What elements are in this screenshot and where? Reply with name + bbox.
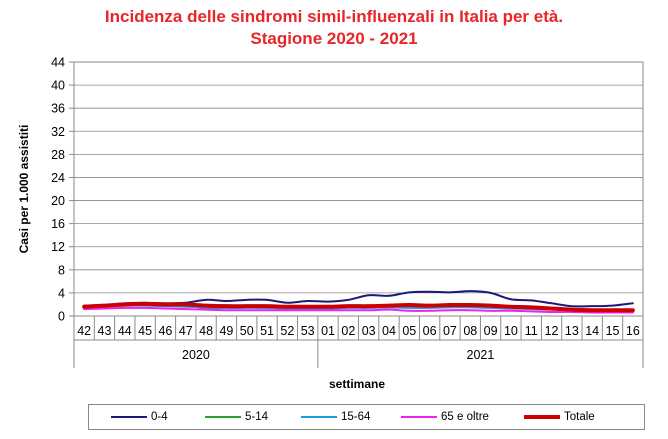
x-tick-label: 12 (545, 324, 559, 338)
x-tick-label: 51 (260, 324, 274, 338)
y-tick-label: 12 (51, 240, 65, 254)
y-tick-label: 20 (51, 194, 65, 208)
x-tick-label: 47 (179, 324, 193, 338)
y-axis-label: Casi per 1.000 assistiti (17, 125, 31, 254)
x-tick-label: 15 (606, 324, 620, 338)
x-tick-label: 16 (626, 324, 640, 338)
x-tick-label: 08 (463, 324, 477, 338)
legend-swatch (205, 416, 241, 418)
legend-swatch (401, 416, 437, 418)
x-tick-label: 14 (585, 324, 599, 338)
year-group-label: 2021 (467, 348, 495, 362)
x-tick-label: 46 (158, 324, 172, 338)
x-tick-label: 01 (321, 324, 335, 338)
legend-label: 65 e oltre (441, 411, 489, 423)
y-tick-label: 4 (58, 286, 65, 300)
x-tick-label: 06 (423, 324, 437, 338)
legend-label: 5-14 (245, 411, 269, 423)
legend-swatch (524, 415, 560, 419)
year-group-label: 2020 (182, 348, 210, 362)
legend-label: 0-4 (151, 411, 168, 423)
x-tick-label: 03 (362, 324, 376, 338)
legend-swatch (111, 416, 147, 418)
legend-item: 15-64 (301, 405, 370, 429)
legend-label: Totale (564, 411, 595, 423)
x-tick-label: 48 (199, 324, 213, 338)
x-tick-label: 05 (402, 324, 416, 338)
legend-label: 15-64 (341, 411, 371, 423)
grid (73, 61, 644, 317)
series-group (82, 290, 635, 314)
x-tick-label: 07 (443, 324, 457, 338)
legend-swatch (301, 416, 337, 418)
x-axis: 42 43 44 45 46 47 48 49 50 51 52 53 01 02 03 04 05 06 07 08… (73, 316, 644, 368)
x-tick-label: 45 (138, 324, 152, 338)
y-tick-label: 36 (51, 102, 65, 116)
y-tick-label: 44 (51, 56, 65, 70)
chart-subtitle: Stagione 2020 - 2021 (250, 29, 418, 48)
legend-item: Totale (524, 405, 595, 429)
y-tick-label: 24 (51, 171, 65, 185)
x-tick-label: 53 (301, 324, 315, 338)
x-tick-label: 04 (382, 324, 396, 338)
y-tick-label: 32 (51, 125, 65, 139)
x-tick-label: 42 (77, 324, 91, 338)
x-axis-label: settimane (329, 377, 385, 391)
x-tick-label: 02 (341, 324, 355, 338)
y-tick-label: 16 (51, 217, 65, 231)
legend-item: 65 e oltre (401, 405, 489, 429)
y-tick-label: 0 (58, 310, 65, 324)
x-tick-label: 43 (98, 324, 112, 338)
x-tick-label: 13 (565, 324, 579, 338)
y-axis: 0 4 8 12 16 20 24 28 32 36 40 44 (51, 56, 74, 324)
y-tick-label: 40 (51, 79, 65, 93)
x-tick-label: 10 (504, 324, 518, 338)
x-tick-label: 49 (219, 324, 233, 338)
series-line-65-e-oltre (83, 306, 634, 314)
x-tick-label: 44 (118, 324, 132, 338)
plot-area (73, 61, 644, 317)
y-tick-label: 8 (58, 263, 65, 277)
legend: 0-4 5-14 15-64 65 e oltre Totale (88, 404, 645, 430)
x-tick-label: 50 (240, 324, 254, 338)
y-tick-label: 28 (51, 148, 65, 162)
x-tick-label: 52 (280, 324, 294, 338)
x-tick-label: 09 (484, 324, 498, 338)
legend-item: 5-14 (205, 405, 268, 429)
x-tick-label: 11 (525, 324, 538, 338)
series-line-totale (82, 301, 635, 313)
chart-title: Incidenza delle sindromi simil-influenza… (104, 7, 564, 26)
legend-item: 0-4 (111, 405, 168, 429)
